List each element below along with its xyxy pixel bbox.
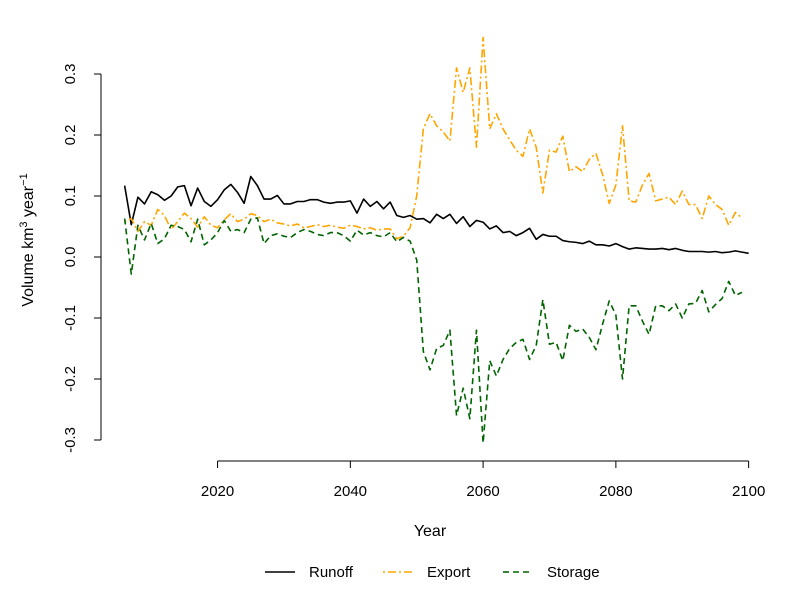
y-tick-label: 0.1 xyxy=(62,186,79,207)
y-tick-label: 0.3 xyxy=(62,64,79,85)
y-axis: -0.3 -0.2 -0.1 0.0 0.1 0.2 0.3 xyxy=(62,64,102,453)
x-tick-label: 2040 xyxy=(334,483,367,500)
legend-label-export: Export xyxy=(427,564,471,581)
y-tick-label: -0.2 xyxy=(62,366,79,392)
y-tick-label: -0.1 xyxy=(62,305,79,331)
legend: Runoff Export Storage xyxy=(265,564,600,581)
y-axis-title: Volume km3 year−1 xyxy=(18,173,37,306)
x-tick-label: 2100 xyxy=(732,483,765,500)
series-layer xyxy=(123,36,749,444)
y-tick-label: 0.2 xyxy=(62,125,79,146)
x-tick-label: 2080 xyxy=(599,483,632,500)
y-tick-label: -0.3 xyxy=(62,427,79,453)
series-line-export xyxy=(124,36,743,240)
x-axis-title: Year xyxy=(414,523,447,540)
x-axis: 2020 2040 2060 2080 2100 xyxy=(201,460,765,500)
x-tick-label: 2060 xyxy=(466,483,499,500)
y-tick-label: 0.0 xyxy=(62,247,79,268)
x-tick-label: 2020 xyxy=(201,483,234,500)
series-line-runoff xyxy=(123,175,749,255)
series-line-storage xyxy=(123,217,743,444)
legend-label-runoff: Runoff xyxy=(309,564,354,581)
legend-label-storage: Storage xyxy=(547,564,600,581)
